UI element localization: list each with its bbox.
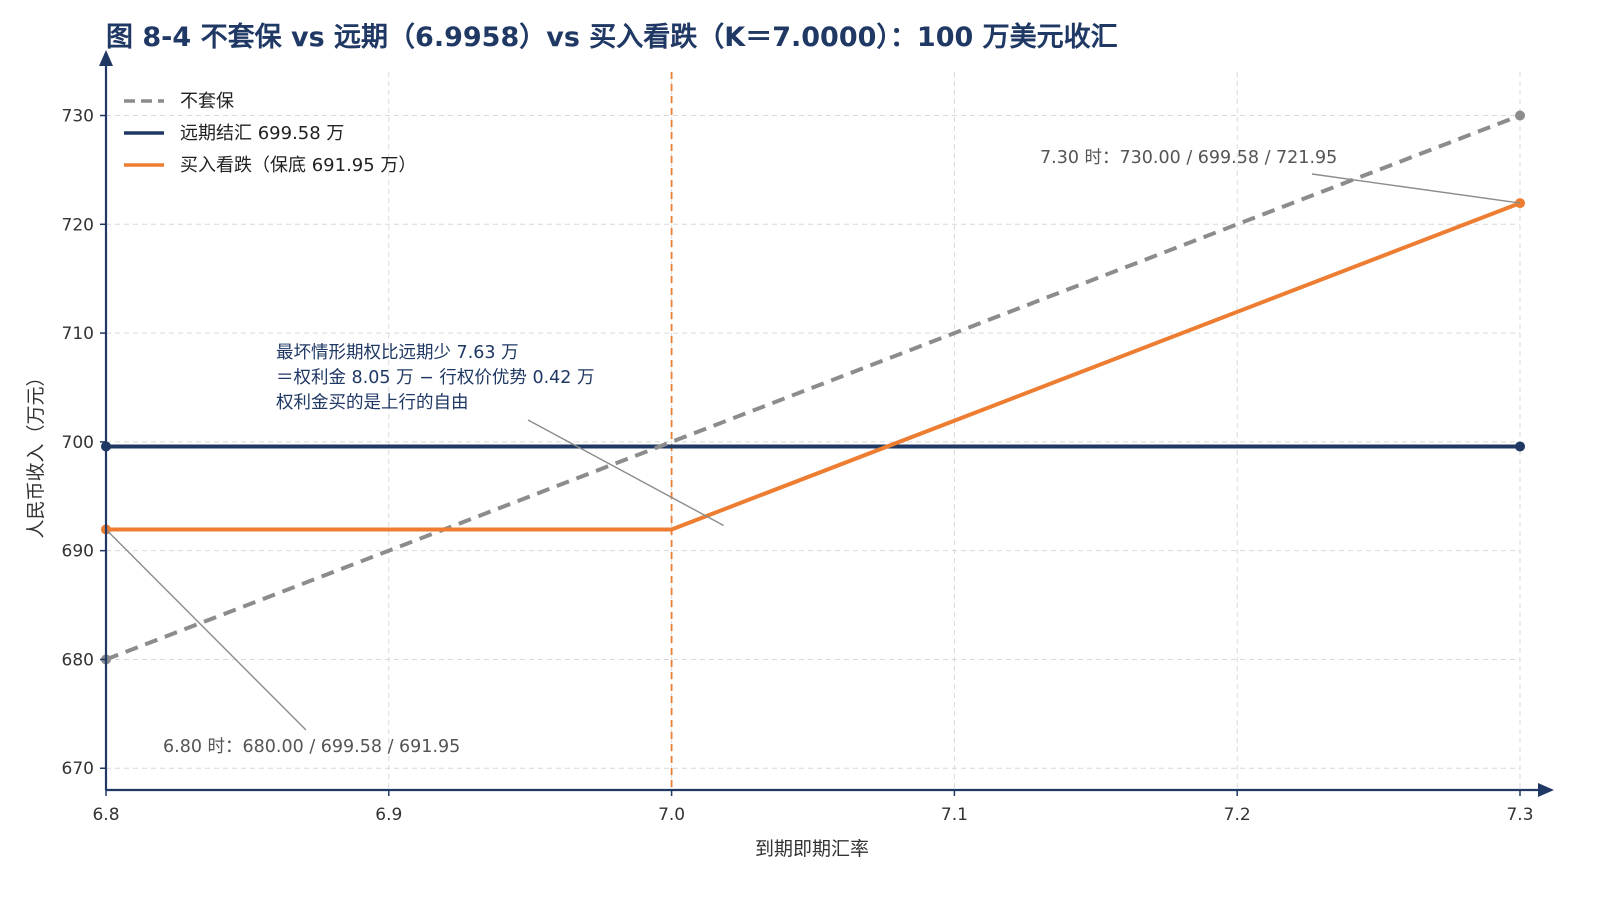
y-tick-label: 690 <box>62 542 94 562</box>
grid <box>106 72 1521 790</box>
annotation-mid-line-3: 权利金买的是上行的自由 <box>276 393 469 413</box>
tick-labels: 670 680 690 700 710 720 730 6.8 6.9 7.0 7.1 7.2 7.3 <box>62 107 1534 825</box>
annotation-leader-0 <box>527 419 724 527</box>
series-point-1 <box>1515 441 1525 452</box>
y-axis-arrow <box>99 50 113 66</box>
annotations: 最坏情形期权比远期少 7.63 万 ＝权利金 8.05 万 − 行权价优势 0.… <box>163 148 1337 757</box>
y-axis-label: 人民币收入（万元） <box>25 367 47 538</box>
y-tick-label: 710 <box>62 324 94 344</box>
annotation-leader-1 <box>1311 173 1521 204</box>
y-tick-label: 670 <box>62 759 94 779</box>
x-tick-label: 7.0 <box>658 805 685 825</box>
annotation-leader-2 <box>105 528 307 731</box>
legend-label-forward: 远期结汇 699.58 万 <box>180 123 344 144</box>
annotation-left: 6.80 时：680.00 / 699.58 / 691.95 <box>163 737 460 757</box>
x-axis-arrow <box>1538 783 1554 797</box>
x-tick-label: 6.8 <box>92 805 119 825</box>
y-tick-label: 700 <box>62 433 94 453</box>
axes <box>99 50 1554 797</box>
x-tick-label: 7.3 <box>1506 805 1533 825</box>
legend-label-unhedged: 不套保 <box>180 91 234 112</box>
legend-label-put: 买入看跌（保底 691.95 万） <box>180 155 416 176</box>
x-axis-label: 到期即期汇率 <box>755 838 869 860</box>
x-tick-label: 7.1 <box>941 805 968 825</box>
series-group <box>101 110 1525 665</box>
series-line-2 <box>106 201 1521 532</box>
y-tick-label: 730 <box>62 107 94 127</box>
legend: 不套保 远期结汇 699.58 万 买入看跌（保底 691.95 万） <box>124 91 416 176</box>
series-line-0 <box>105 113 1521 662</box>
x-tick-label: 6.9 <box>375 805 402 825</box>
annotation-mid-line-1: 最坏情形期权比远期少 7.63 万 <box>276 343 519 363</box>
y-tick-label: 720 <box>62 215 94 235</box>
annotation-right: 7.30 时：730.00 / 699.58 / 721.95 <box>1040 148 1337 168</box>
series-point-0 <box>1515 110 1525 121</box>
chart-title: 图 8-4 不套保 vs 远期（6.9958）vs 买入看跌（K＝7.0000）… <box>106 21 1118 53</box>
annotation-leaders <box>105 173 1521 731</box>
annotation-mid-line-2: ＝权利金 8.05 万 − 行权价优势 0.42 万 <box>276 368 594 388</box>
x-tick-label: 7.2 <box>1224 805 1251 825</box>
y-tick-label: 680 <box>62 650 94 670</box>
